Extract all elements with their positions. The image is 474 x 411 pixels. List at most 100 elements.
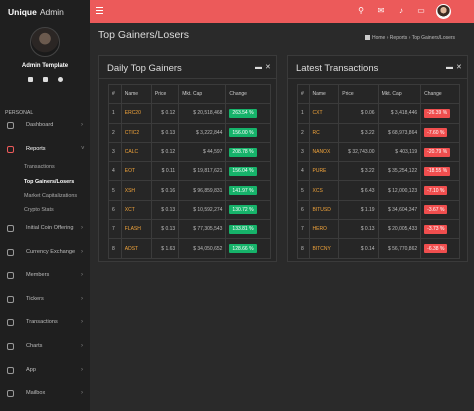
cell-coin-name: CTIC2 [120,122,152,143]
change-badge: -6.38 % [424,244,448,254]
cell-change: 156.00 % [225,122,271,143]
table-row[interactable]: 1 CXT $ 0.06 $ 3,418,446 -26.39 % [297,103,460,124]
mail-icon[interactable]: ✉ [377,6,385,15]
cell-number: 8 [108,238,122,259]
cell-change: -7.60 % [420,122,460,143]
sidebar-item-members[interactable]: Members › [0,267,90,283]
sidebar-item-ico[interactable]: Initial Coin Offering › [0,220,90,236]
sidebar-item-reports[interactable]: Reports ˅ [0,141,90,157]
profile-avatar[interactable] [30,27,60,57]
user-avatar[interactable] [436,4,451,19]
change-badge: 156.04 % [229,166,257,176]
cell-price: $ 1.19 [338,199,379,221]
breadcrumb-reports[interactable]: Reports [389,35,408,41]
table-row[interactable]: 8 ADST $ 1.63 $ 34,050,652 128.66 % [108,238,271,259]
profile-actions [27,77,63,82]
gainers-table: # Name Price Mkt. Cap Change 1 ERC20 $ 0.1… [108,83,271,259]
cell-price: $ 0.12 [150,103,180,124]
cell-market-cap: $ 96,859,831 [178,180,227,201]
sidebar-item-transactions[interactable]: Transactions › [0,314,90,330]
cell-number: 3 [108,141,122,163]
settings-icon[interactable] [27,77,33,82]
cell-number: 5 [108,180,122,201]
close-icon[interactable]: ✕ [265,64,271,71]
cell-change: 156.04 % [225,161,271,182]
panel-latest-transactions: Latest Transactions ▬ ✕ # Name Price Mkt… [287,55,468,262]
sidebar-item-currency-exchange[interactable]: Currency Exchange › [0,244,90,260]
dashboard-icon [7,121,14,129]
cell-number: 8 [297,238,310,259]
sidebar-item-label: Members [26,272,50,278]
table-row[interactable]: 6 BITUSD $ 1.19 $ 34,604,347 -3.67 % [297,199,460,221]
cell-number: 1 [108,103,122,124]
cell-market-cap: $ 12,000,123 [377,180,422,201]
breadcrumb-current: Top Gainers/Losers [411,35,456,41]
cell-coin-name: CALC [120,141,152,163]
table-row[interactable]: 8 BITCNY $ 0.14 $ 56,770,862 -6.38 % [297,238,460,259]
sub-item-top-gainers-losers[interactable]: Top Gainers/Losers [24,179,75,185]
change-badge: -18.55 % [424,166,451,176]
minimize-icon[interactable]: ▬ [255,64,262,71]
table-row[interactable]: 5 XCS $ 6.43 $ 12,000,123 -7.10 % [297,180,460,201]
cell-change: -26.39 % [420,103,460,124]
sidebar-item-tickers[interactable]: Tickers › [0,291,90,307]
table-row[interactable]: 4 EOT $ 0.11 $ 19,817,621 156.04 % [108,161,271,182]
sub-item-crypto-stats[interactable]: Crypto Stats [24,207,54,213]
cell-change: 133.81 % [225,219,271,240]
search-icon[interactable]: ⚲ [358,6,364,15]
cell-coin-name: XCS [308,180,340,201]
home-icon[interactable] [365,35,370,40]
app-icon [7,366,14,374]
sidebar-item-app[interactable]: App › [0,362,90,378]
table-row[interactable]: 3 NANOX $ 32,743.00 $ 403,119 -20.79 % [297,141,460,163]
cell-market-cap: $ 44,597 [178,141,227,163]
sub-item-transactions[interactable]: Transactions [24,164,55,170]
cell-coin-name: BITCNY [308,238,340,259]
exchange-icon [7,248,14,256]
table-row[interactable]: 1 ERC20 $ 0.12 $ 20,518,468 263.54 % [108,103,271,124]
change-badge: -7.10 % [424,186,448,196]
chevron-right-icon: › [81,122,83,128]
table-row[interactable]: 4 PURE $ 3.22 $ 35,254,122 -18.55 % [297,161,460,182]
table-row[interactable]: 2 CTIC2 $ 0.13 $ 3,222,844 156.00 % [108,122,271,143]
close-icon[interactable]: ✕ [456,64,462,71]
chat-icon[interactable]: ▭ [417,6,425,15]
chevron-right-icon: › [81,296,83,302]
cell-coin-name: PURE [308,161,340,182]
chevron-right-icon: › [81,249,83,255]
table-row[interactable]: 7 HERO $ 0.13 $ 20,005,433 -3.73 % [297,219,460,240]
sub-item-market-capitalizations[interactable]: Market Capitalizations [24,193,78,199]
table-row[interactable]: 2 RC $ 3.22 $ 68,973,864 -7.60 % [297,122,460,143]
col-price: Price [150,83,180,105]
power-icon[interactable] [57,77,63,82]
sidebar-item-label: Tickers [26,296,44,302]
breadcrumb-separator: › [386,35,389,41]
col-change: Change [225,83,271,105]
panel-title: Daily Top Gainers [107,63,182,74]
change-badge: -7.60 % [424,128,448,138]
menu-toggle-icon[interactable] [96,7,103,14]
table-row[interactable]: 6 XCT $ 0.13 $ 10,592,274 130.72 % [108,199,271,221]
cell-number: 1 [297,103,310,124]
cell-number: 3 [297,141,310,163]
table-row[interactable]: 7 FLASH $ 0.13 $ 77,305,543 133.81 % [108,219,271,240]
breadcrumb-home[interactable]: Home [372,35,386,41]
table-row[interactable]: 5 XSH $ 0.16 $ 96,859,831 141.97 % [108,180,271,201]
cell-market-cap: $ 20,518,468 [178,103,227,124]
bell-icon[interactable]: ♪ [399,6,403,15]
chevron-right-icon: › [81,319,83,325]
sidebar-item-mailbox[interactable]: Mailbox › [0,385,90,401]
mail-icon[interactable] [42,77,48,82]
cell-change: -3.67 % [420,199,460,221]
transactions-table: # Name Price Mkt. Cap Change 1 CXT $ 0.06 $… [297,83,460,259]
minimize-icon[interactable]: ▬ [446,64,453,71]
cell-coin-name: NANOX [308,141,340,163]
sidebar-item-charts[interactable]: Charts › [0,338,90,354]
brand-logo[interactable]: Unique Admin [0,0,90,23]
col-market-cap: Mkt. Cap [178,83,227,105]
sidebar-item-label: App [26,367,36,373]
panel-title: Latest Transactions [296,63,379,74]
table-row[interactable]: 3 CALC $ 0.12 $ 44,597 208.78 % [108,141,271,163]
sidebar-item-dashboard[interactable]: Dashboard › [0,117,90,133]
chevron-right-icon: › [81,343,83,349]
